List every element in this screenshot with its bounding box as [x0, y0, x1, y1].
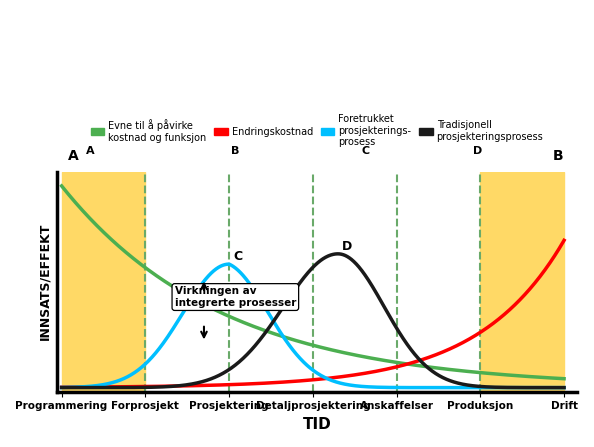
Y-axis label: INNSATS/EFFEKT: INNSATS/EFFEKT — [39, 223, 52, 340]
Text: D: D — [473, 146, 482, 156]
Text: B: B — [231, 146, 240, 156]
Text: C: C — [361, 146, 369, 156]
Bar — [481, 172, 564, 392]
Text: Virkningen av
integrerte prosesser: Virkningen av integrerte prosesser — [175, 286, 296, 308]
Text: B: B — [553, 149, 564, 163]
Text: A: A — [86, 146, 94, 156]
Text: D: D — [342, 240, 352, 253]
Bar — [62, 172, 146, 392]
X-axis label: TID: TID — [303, 417, 331, 432]
Text: A: A — [68, 149, 78, 163]
Text: C: C — [233, 250, 242, 263]
Legend: Evne til å påvirke
kostnad og funksjon, Endringskostnad, Foretrukket
prosjekteri: Evne til å påvirke kostnad og funksjon, … — [87, 110, 547, 151]
